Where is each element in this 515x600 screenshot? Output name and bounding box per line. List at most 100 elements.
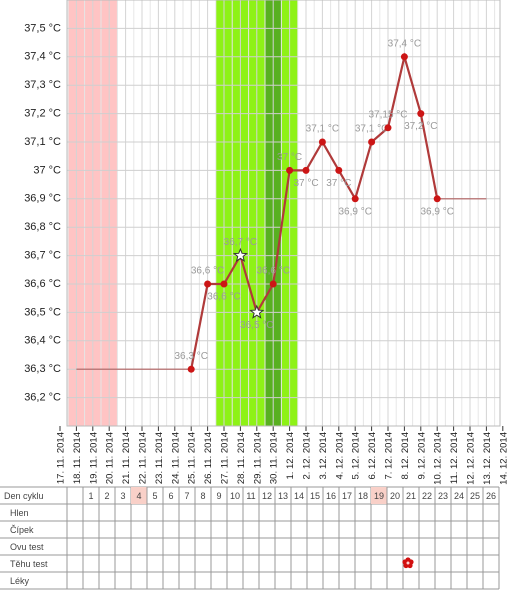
day-number: 18 bbox=[358, 491, 368, 501]
day-number: 19 bbox=[374, 491, 384, 501]
day-highlight bbox=[131, 487, 147, 504]
x-tick-label: 13. 12. 2014 bbox=[482, 432, 493, 485]
day-number: 7 bbox=[184, 491, 189, 501]
day-number: 9 bbox=[216, 491, 221, 501]
marker bbox=[204, 280, 212, 288]
day-number: 5 bbox=[152, 491, 157, 501]
x-tick-label: 10. 12. 2014 bbox=[433, 432, 444, 485]
x-tick-label: 7. 12. 2014 bbox=[384, 432, 395, 480]
x-tick-label: 18. 11. 2014 bbox=[72, 432, 83, 484]
day-number: 6 bbox=[168, 491, 173, 501]
x-tick-label: 14. 12. 2014 bbox=[498, 432, 509, 485]
pregnancy-test-icon bbox=[402, 557, 414, 569]
temperature-line bbox=[190, 52, 439, 370]
marker bbox=[400, 53, 408, 61]
y-tick-label: 37,5 °C bbox=[24, 22, 61, 34]
y-tick-label: 36,8 °C bbox=[24, 221, 61, 233]
y-tick-label: 37,2 °C bbox=[24, 108, 61, 120]
x-tick-label: 29. 11. 2014 bbox=[252, 432, 263, 484]
day-number: 25 bbox=[470, 491, 480, 501]
marker-star bbox=[232, 247, 248, 262]
data-label: 36,9 °C bbox=[420, 206, 453, 217]
x-tick-label: 12. 12. 2014 bbox=[466, 432, 477, 485]
data-label: 37,2 °C bbox=[404, 121, 437, 132]
day-number: 16 bbox=[326, 491, 336, 501]
y-tick-label: 37,4 °C bbox=[24, 51, 61, 63]
data-label: 36,9 °C bbox=[338, 206, 371, 217]
day-number: 1 bbox=[88, 491, 93, 501]
row-label: Hlen bbox=[10, 508, 29, 518]
data-label: 37,1 °C bbox=[355, 124, 388, 135]
marker-star bbox=[249, 304, 265, 319]
day-number: 8 bbox=[200, 491, 205, 501]
data-label: 36,5 °C bbox=[240, 320, 273, 331]
marker bbox=[384, 124, 392, 132]
y-tick-label: 36,2 °C bbox=[24, 392, 61, 404]
x-tick-label: 3. 12. 2014 bbox=[318, 432, 329, 480]
x-tick-label: 27. 11. 2014 bbox=[220, 432, 231, 484]
x-tick-label: 5. 12. 2014 bbox=[351, 432, 362, 480]
x-tick-label: 22. 11. 2014 bbox=[138, 432, 149, 484]
day-number: 3 bbox=[120, 491, 125, 501]
row-label: Ovu test bbox=[10, 542, 44, 552]
day-number: 11 bbox=[246, 491, 255, 501]
marker bbox=[351, 195, 359, 203]
x-tick-label: 28. 11. 2014 bbox=[236, 432, 247, 484]
data-label: 36,6 °C bbox=[256, 266, 289, 277]
marker bbox=[187, 365, 195, 373]
x-tick-label: 19. 11. 2014 bbox=[88, 432, 99, 484]
day-number: 13 bbox=[278, 491, 288, 501]
day-number: 12 bbox=[262, 491, 272, 501]
plot-border bbox=[66, 0, 501, 427]
data-label: 37 °C bbox=[277, 152, 302, 163]
data-label: 37,1 °C bbox=[306, 124, 339, 135]
day-number: 22 bbox=[422, 491, 432, 501]
row-label: Léky bbox=[10, 576, 30, 586]
y-tick-label: 37,3 °C bbox=[24, 79, 61, 91]
x-tick-label: 30. 11. 2014 bbox=[269, 432, 280, 484]
marker bbox=[417, 110, 425, 118]
day-number: 15 bbox=[310, 491, 320, 501]
data-label: 37,4 °C bbox=[388, 38, 421, 49]
y-tick-label: 37 °C bbox=[33, 164, 61, 176]
y-tick-label: 36,5 °C bbox=[24, 306, 61, 318]
marker bbox=[286, 166, 294, 174]
x-tick-label: 8. 12. 2014 bbox=[400, 432, 411, 480]
x-tick-label: 9. 12. 2014 bbox=[416, 432, 427, 480]
x-tick-label: 24. 11. 2014 bbox=[170, 432, 181, 484]
y-tick-label: 36,6 °C bbox=[24, 278, 61, 290]
marker bbox=[220, 280, 228, 288]
day-number: 26 bbox=[486, 491, 496, 501]
day-number: 24 bbox=[454, 491, 464, 501]
row-label: Těhu test bbox=[10, 559, 48, 569]
day-number: 14 bbox=[294, 491, 304, 501]
day-number: 4 bbox=[136, 491, 141, 501]
day-number: 20 bbox=[390, 491, 400, 501]
x-tick-label: 25. 11. 2014 bbox=[187, 432, 198, 484]
x-tick-label: 23. 11. 2014 bbox=[154, 432, 165, 484]
data-label: 37,15 °C bbox=[368, 109, 407, 120]
y-tick-label: 36,9 °C bbox=[24, 193, 61, 205]
marker bbox=[433, 195, 441, 203]
y-tick-label: 36,3 °C bbox=[24, 363, 61, 375]
y-tick-label: 37,1 °C bbox=[24, 136, 61, 148]
x-tick-label: 11. 12. 2014 bbox=[449, 432, 460, 484]
x-tick-label: 20. 11. 2014 bbox=[105, 432, 116, 484]
day-number: 17 bbox=[342, 491, 352, 501]
day-number: 21 bbox=[406, 491, 416, 501]
day-number: 23 bbox=[438, 491, 448, 501]
x-tick-label: 17. 11. 2014 bbox=[56, 432, 67, 484]
day-number: 10 bbox=[230, 491, 240, 501]
marker bbox=[318, 138, 326, 146]
data-label: 36,6 °C bbox=[191, 266, 224, 277]
marker bbox=[269, 280, 277, 288]
day-number: 2 bbox=[104, 491, 109, 501]
x-tick-label: 1. 12. 2014 bbox=[285, 432, 296, 480]
x-tick-label: 21. 11. 2014 bbox=[121, 432, 132, 484]
x-tick-label: 6. 12. 2014 bbox=[367, 432, 378, 480]
marker bbox=[302, 166, 310, 174]
y-tick-label: 36,7 °C bbox=[24, 250, 61, 262]
y-tick-label: 36,4 °C bbox=[24, 335, 61, 347]
x-tick-label: 4. 12. 2014 bbox=[334, 432, 345, 480]
